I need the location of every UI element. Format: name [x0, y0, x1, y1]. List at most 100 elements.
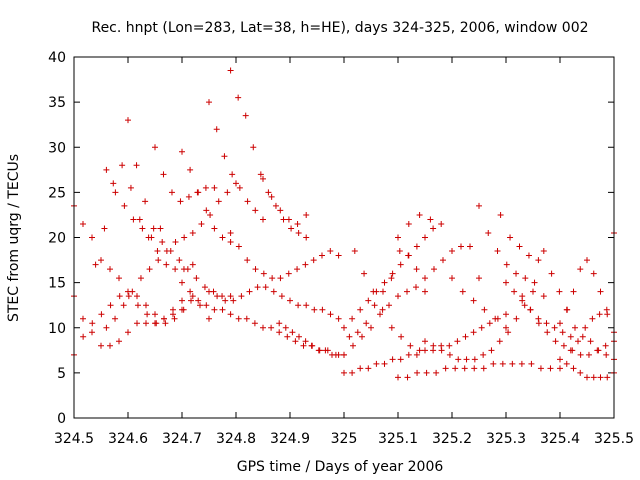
- y-tick-label: 20: [48, 231, 66, 247]
- data-point: [322, 347, 329, 354]
- data-point: [139, 225, 146, 232]
- data-point: [579, 333, 586, 340]
- data-point: [351, 248, 358, 255]
- data-point: [560, 342, 567, 349]
- data-point: [277, 275, 284, 282]
- data-point: [438, 347, 445, 354]
- data-point: [227, 229, 234, 236]
- data-point: [152, 144, 158, 151]
- data-point: [398, 333, 405, 340]
- data-point: [570, 365, 577, 372]
- x-tick-label: 324.5: [54, 431, 94, 447]
- data-point: [189, 293, 196, 300]
- chart-title: Rec. hnpt (Lon=283, Lat=38, h=HE), days …: [91, 20, 588, 36]
- data-point: [98, 342, 104, 349]
- data-point: [215, 198, 222, 205]
- data-point: [219, 306, 226, 313]
- data-point: [89, 329, 95, 336]
- data-point: [244, 198, 251, 205]
- data-point: [201, 284, 208, 291]
- data-point: [227, 67, 234, 74]
- data-point: [413, 351, 420, 358]
- data-point: [522, 275, 529, 282]
- data-point: [470, 297, 477, 304]
- data-points: [71, 67, 617, 381]
- data-point: [133, 162, 140, 169]
- data-point: [176, 257, 183, 264]
- data-point: [346, 333, 353, 340]
- data-point: [587, 338, 594, 345]
- y-tick-label: 40: [48, 50, 66, 66]
- data-point: [159, 239, 166, 246]
- data-point: [242, 112, 249, 119]
- x-tick-label: 324.8: [216, 431, 256, 447]
- data-point: [219, 234, 226, 241]
- y-tick-label: 15: [48, 276, 66, 292]
- data-point: [590, 270, 597, 277]
- data-point: [458, 243, 464, 250]
- data-point: [252, 207, 259, 214]
- data-point: [442, 365, 449, 372]
- data-point: [233, 180, 239, 187]
- data-point: [519, 293, 526, 300]
- data-point: [535, 257, 542, 264]
- data-point: [153, 320, 160, 327]
- data-point: [295, 229, 302, 236]
- data-point: [303, 211, 310, 218]
- data-point: [357, 306, 364, 313]
- data-point: [373, 360, 380, 367]
- data-point: [277, 207, 284, 214]
- data-point: [395, 293, 401, 300]
- data-point: [370, 288, 377, 295]
- data-point: [603, 306, 610, 313]
- x-tick-label: 325.4: [540, 431, 580, 447]
- data-point: [257, 171, 264, 178]
- data-point: [171, 315, 178, 322]
- data-point: [380, 288, 386, 295]
- axis-ticks: 324.5 324.6 324.7 324.8 324.9 325 325.1 325.2 32…: [48, 50, 634, 447]
- data-point: [507, 234, 514, 241]
- data-point: [280, 216, 287, 223]
- data-point: [262, 284, 269, 291]
- data-point: [152, 311, 158, 318]
- data-point: [430, 225, 437, 232]
- data-point: [80, 315, 86, 322]
- data-point: [388, 275, 395, 282]
- data-point: [189, 229, 196, 236]
- data-point: [303, 302, 310, 309]
- data-point: [269, 275, 276, 282]
- data-point: [119, 162, 126, 169]
- data-point: [476, 202, 482, 209]
- data-point: [386, 302, 392, 309]
- data-point: [206, 315, 212, 322]
- data-point: [446, 351, 453, 358]
- data-point: [503, 311, 509, 318]
- data-point: [463, 356, 470, 363]
- data-point: [455, 356, 462, 363]
- data-point: [449, 248, 455, 255]
- data-point: [134, 302, 141, 309]
- data-point: [535, 320, 542, 327]
- data-point: [146, 266, 153, 273]
- data-point: [252, 266, 259, 273]
- data-point: [413, 266, 420, 273]
- data-point: [521, 302, 528, 309]
- x-tick-label: 325: [331, 431, 358, 447]
- data-point: [296, 333, 302, 340]
- data-point: [597, 288, 604, 295]
- data-point: [414, 369, 421, 376]
- y-tick-label: 5: [57, 366, 66, 382]
- data-point: [537, 365, 544, 372]
- data-point: [567, 347, 574, 354]
- data-point: [395, 374, 401, 381]
- data-point: [89, 234, 95, 241]
- data-point: [531, 279, 538, 286]
- data-point: [341, 369, 347, 376]
- data-point: [230, 297, 237, 304]
- data-point: [335, 315, 342, 322]
- data-point: [407, 342, 414, 349]
- data-point: [137, 275, 144, 282]
- data-point: [224, 189, 231, 196]
- data-point: [116, 275, 122, 282]
